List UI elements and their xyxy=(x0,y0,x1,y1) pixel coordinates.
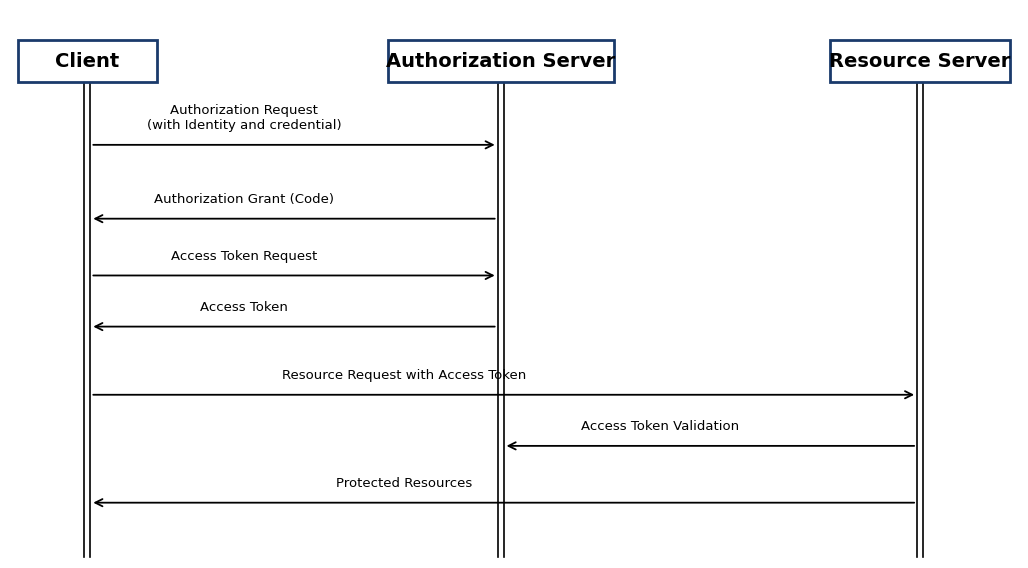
Text: Access Token Validation: Access Token Validation xyxy=(581,420,739,433)
FancyBboxPatch shape xyxy=(19,40,157,82)
Text: Access Token Request: Access Token Request xyxy=(172,250,318,263)
FancyBboxPatch shape xyxy=(388,40,614,82)
Text: Authorization Grant (Code): Authorization Grant (Code) xyxy=(154,193,334,206)
Text: Client: Client xyxy=(56,52,119,70)
Text: Resource Request with Access Token: Resource Request with Access Token xyxy=(282,369,526,382)
Text: Resource Server: Resource Server xyxy=(830,52,1011,70)
Text: Protected Resources: Protected Resources xyxy=(336,477,472,490)
FancyBboxPatch shape xyxy=(831,40,1009,82)
Text: Authorization Request
(with Identity and credential): Authorization Request (with Identity and… xyxy=(147,105,341,132)
Text: Authorization Server: Authorization Server xyxy=(386,52,616,70)
Text: Access Token: Access Token xyxy=(200,301,289,314)
